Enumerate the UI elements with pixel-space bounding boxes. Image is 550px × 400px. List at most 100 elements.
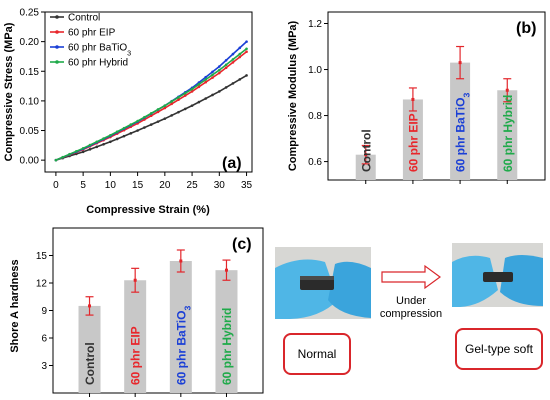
panel-b-y-tick-label: 1.0 bbox=[308, 65, 322, 76]
panel-a-y-tick-label: 0.00 bbox=[20, 156, 40, 167]
data-point-hybrid bbox=[129, 123, 133, 126]
data-point-hybrid bbox=[218, 68, 221, 72]
data-point-hybrid bbox=[224, 63, 228, 67]
data-point-control bbox=[211, 93, 214, 97]
data-point-control bbox=[190, 104, 194, 107]
data-point-eip bbox=[231, 61, 235, 64]
data-point-control bbox=[156, 120, 160, 123]
panel-a-x-tick-label: 35 bbox=[241, 180, 253, 191]
bar-label-control: Control bbox=[359, 129, 373, 172]
bar-mean-marker bbox=[133, 278, 137, 282]
data-point-eip bbox=[177, 98, 180, 102]
data-point-control bbox=[81, 150, 85, 154]
data-point-eip bbox=[149, 114, 153, 118]
data-point-control bbox=[170, 114, 173, 117]
data-point-control bbox=[177, 110, 180, 114]
panel-c-y-tick-label: 12 bbox=[36, 279, 48, 290]
compressed-sample-shape bbox=[483, 272, 513, 282]
legend-label-control: Control bbox=[68, 13, 100, 24]
normal-caption: Normal bbox=[297, 347, 337, 361]
bar-batio3 bbox=[450, 62, 471, 180]
data-point-hybrid bbox=[102, 137, 105, 140]
panel-a-x-tick-label: 0 bbox=[53, 180, 59, 191]
data-point-hybrid bbox=[115, 130, 119, 134]
data-point-control bbox=[238, 78, 242, 81]
data-point-hybrid bbox=[95, 140, 99, 144]
panel-a-x-tick-label: 15 bbox=[132, 180, 144, 191]
data-point-eip bbox=[211, 76, 214, 79]
panel-c-bar-chart: 3 6 9 12 15 Control 60 phr EIP 60 phr BaTiO3 60… bbox=[9, 227, 264, 397]
bar-mean-marker bbox=[224, 268, 228, 272]
data-point-hybrid bbox=[156, 108, 160, 111]
bar-control bbox=[78, 305, 101, 393]
panel-c-y-axis-title: Shore A hardness bbox=[9, 259, 21, 352]
data-point-control bbox=[149, 123, 153, 126]
data-point-control bbox=[204, 97, 207, 100]
data-point-control bbox=[218, 90, 221, 93]
data-point-eip bbox=[245, 50, 248, 54]
data-point-control bbox=[136, 129, 139, 132]
data-point-batio3 bbox=[238, 46, 242, 50]
panel-a-y-tick-label: 0.25 bbox=[20, 8, 40, 19]
bar-eip bbox=[124, 280, 147, 393]
arrow-label-line1: Under bbox=[396, 295, 426, 307]
gel-caption: Gel-type soft bbox=[464, 342, 534, 356]
data-point-hybrid bbox=[81, 146, 85, 150]
panel-a-line-chart: 0 5 10 15 20 25 30 35 0.00 0.05 0.10 0.15 0.20 0.25 C… bbox=[3, 8, 253, 217]
data-point-eip bbox=[170, 102, 173, 106]
panel-a-y-tick-label: 0.05 bbox=[20, 126, 40, 137]
data-point-hybrid bbox=[136, 119, 139, 123]
bar-hybrid bbox=[497, 90, 518, 180]
data-point-hybrid bbox=[163, 104, 167, 107]
data-point-hybrid bbox=[54, 158, 58, 162]
panel-c-y-tick-label: 9 bbox=[41, 306, 47, 317]
panel-a-x-tick-label: 5 bbox=[80, 180, 86, 191]
bar-control bbox=[355, 154, 376, 180]
data-point-hybrid bbox=[190, 87, 194, 91]
data-point-batio3 bbox=[211, 70, 214, 74]
photo-compressed-sample bbox=[452, 243, 543, 307]
panel-b-y-tick-label: 0.8 bbox=[308, 111, 322, 122]
panel-b-label: (b) bbox=[516, 20, 536, 37]
data-point-control bbox=[245, 74, 248, 77]
arrow-label: Under compression bbox=[370, 295, 452, 321]
panel-a-y-axis-title: Compressive Stress (MPa) bbox=[3, 22, 15, 161]
panel-a-x-axis-title: Compressive Strain (%) bbox=[86, 204, 210, 216]
bar-mean-marker bbox=[505, 88, 509, 92]
panel-b-bar-chart: 0.6 0.8 1.0 1.2 Control 60 phr EIP 60 phr BaT… bbox=[287, 11, 546, 184]
panel-a-y-tick-label: 0.20 bbox=[20, 37, 40, 48]
data-point-hybrid bbox=[177, 96, 180, 99]
legend-label-hybrid: 60 phr Hybrid bbox=[68, 58, 128, 69]
data-point-control bbox=[231, 82, 235, 85]
data-point-eip bbox=[183, 94, 187, 97]
data-point-hybrid bbox=[204, 78, 207, 81]
data-point-eip bbox=[190, 90, 194, 93]
panel-a-plot-frame bbox=[44, 11, 253, 173]
data-point-eip bbox=[218, 71, 221, 75]
panel-b-y-tick-label: 0.6 bbox=[308, 157, 322, 168]
data-point-eip bbox=[197, 85, 201, 89]
data-point-control bbox=[197, 100, 201, 104]
data-point-control bbox=[88, 148, 92, 151]
data-point-hybrid bbox=[88, 143, 92, 147]
data-point-hybrid bbox=[68, 152, 71, 156]
data-point-hybrid bbox=[75, 149, 78, 153]
data-point-control bbox=[102, 142, 105, 146]
bar-mean-marker bbox=[411, 97, 415, 101]
data-point-control bbox=[122, 134, 126, 138]
data-point-control bbox=[163, 117, 167, 120]
bar-label-control: Control bbox=[83, 342, 97, 385]
data-point-control bbox=[129, 132, 133, 135]
compression-arrow bbox=[381, 264, 442, 290]
data-point-control bbox=[109, 140, 112, 144]
data-point-batio3 bbox=[245, 40, 248, 43]
data-point-hybrid bbox=[122, 126, 126, 130]
panel-a-y-tick-label: 0.10 bbox=[20, 96, 40, 107]
normal-caption-box: Normal bbox=[283, 333, 351, 375]
data-point-control bbox=[75, 152, 78, 156]
panel-a-x-tick-label: 20 bbox=[159, 180, 171, 191]
gel-caption-box: Gel-type soft bbox=[455, 328, 543, 370]
panel-a-x-tick-label: 30 bbox=[214, 180, 226, 191]
data-point-eip bbox=[156, 110, 160, 114]
data-point-hybrid bbox=[149, 112, 153, 115]
